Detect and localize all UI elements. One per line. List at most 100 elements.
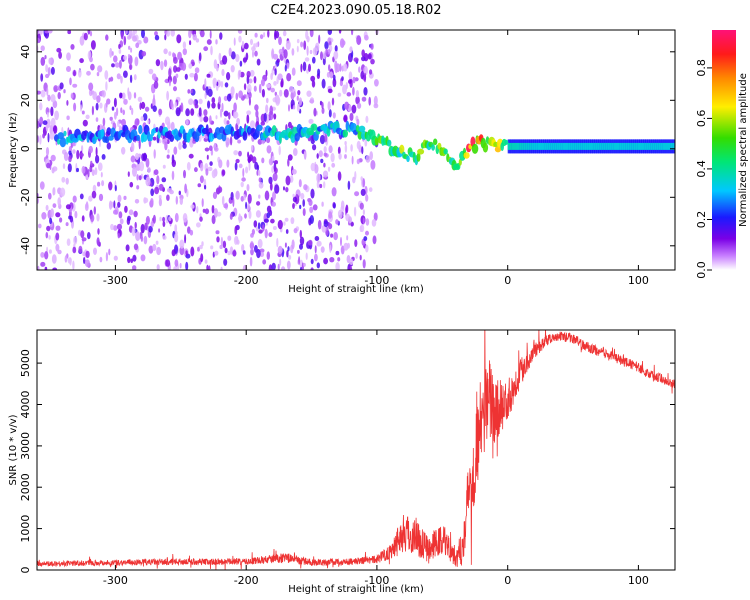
spectrogram-cell <box>268 264 273 270</box>
snr-frame <box>36 329 676 571</box>
spectrogram-cell <box>141 153 145 162</box>
spectrogram-cell <box>317 173 320 182</box>
spectrogram-cell <box>236 239 240 245</box>
spectrogram-cell <box>248 161 251 171</box>
spectrogram-cell <box>527 142 531 150</box>
spectrogram-cell <box>137 96 143 103</box>
spectrogram-cell <box>342 129 348 138</box>
spectrogram-cell <box>90 40 96 50</box>
spectrogram-cell <box>371 219 377 227</box>
spectrogram-cell <box>133 210 138 218</box>
spectrogram-cell <box>243 42 249 50</box>
spectrogram-cell <box>42 133 45 139</box>
spectrogram-cell <box>199 216 203 222</box>
spectrogram-cell <box>216 211 222 217</box>
spectrogram-cell <box>108 248 111 256</box>
spectrogram-cell <box>150 198 154 206</box>
spectrogram-cell <box>593 142 597 150</box>
spectrogram-cell <box>570 142 574 150</box>
spectrogram-cell <box>116 120 120 128</box>
spectrogram-cell <box>158 108 163 116</box>
figure-title: C2E4.2023.090.05.18.R02 <box>270 3 441 18</box>
spectrogram-cell <box>672 142 675 150</box>
spectrogram-cell <box>263 32 266 38</box>
spectrogram-cell <box>148 245 154 254</box>
spectrogram-cell <box>269 105 274 116</box>
spectrogram-cell <box>132 265 137 270</box>
spectrogram-cell <box>363 72 367 83</box>
spectrogram-cell <box>623 142 627 150</box>
spectrogram-cell <box>94 167 98 176</box>
spectrogram-cell <box>625 142 629 150</box>
spectrogram-cell <box>158 228 161 233</box>
spectrogram-cell <box>258 182 264 189</box>
spectrogram-cell <box>365 218 370 226</box>
spectrogram-cell <box>363 65 368 76</box>
spectrogram-cell <box>207 100 211 109</box>
spectrogram-cell <box>206 264 209 270</box>
spectrogram-cell <box>321 107 325 114</box>
spectrogram-cell <box>306 90 312 97</box>
spectrogram-cell <box>134 56 139 67</box>
spectrogram-cell <box>127 54 131 58</box>
spectrogram-cell <box>627 142 631 150</box>
spectrogram-cell <box>242 57 248 63</box>
spectrogram-cell <box>42 120 48 126</box>
spectrogram-cell <box>171 159 176 168</box>
spectrogram-cell <box>109 47 113 58</box>
spectrogram-cell <box>143 36 149 44</box>
spectrogram-cell <box>57 249 62 255</box>
spectrogram-cell <box>178 141 182 150</box>
spectrogram-cell <box>196 222 201 228</box>
spectrogram-cell <box>274 167 278 174</box>
spectrogram-cell <box>416 152 421 162</box>
spectrogram-cell <box>105 252 108 262</box>
x-tick-label: -100 <box>364 274 389 287</box>
spectrogram-cell <box>274 30 277 41</box>
spectrogram-cell <box>195 38 200 43</box>
spectrogram-cell <box>88 195 93 202</box>
spectrogram-cell <box>164 116 171 126</box>
spectrogram-cell <box>330 233 334 238</box>
spectrogram-cell <box>52 267 58 270</box>
spectrogram-cell <box>152 105 157 112</box>
spectrogram-cell <box>244 213 247 219</box>
spectrogram-cell <box>276 97 281 105</box>
spectrogram-cell <box>171 170 175 181</box>
spectrogram-cell <box>308 63 311 72</box>
spectrogram-cell <box>225 137 230 146</box>
spectrogram-cell <box>222 240 227 249</box>
spectrogram-cell <box>108 77 111 83</box>
spectrogram-cell <box>142 113 148 121</box>
spectrogram-cell <box>277 263 280 270</box>
spectrogram-cell <box>292 196 298 203</box>
spectrogram-cell <box>318 34 321 44</box>
spectrogram-cell <box>70 44 75 50</box>
spectrogram-cell <box>79 152 84 157</box>
spectrogram-cell <box>611 142 615 150</box>
spectrogram-cell <box>291 48 295 56</box>
spectrogram-cell <box>256 164 260 171</box>
spectrogram-cell <box>300 63 303 73</box>
spectrogram-cell <box>258 177 262 183</box>
spectrogram-cell <box>81 110 85 115</box>
spectrogram-cell <box>57 92 61 100</box>
spectrogram-cell <box>269 182 273 191</box>
spectrogram-cell <box>284 64 287 72</box>
spectrogram-cell <box>310 162 316 172</box>
y-tick-label: 5000 <box>19 349 32 377</box>
spectrogram-cell <box>238 90 244 99</box>
spectrogram-cell <box>309 130 315 136</box>
spectrogram-cell <box>199 244 203 250</box>
spectrogram-cell <box>670 142 674 150</box>
spectrogram-cell <box>204 184 207 190</box>
spectrogram-cell <box>190 89 193 94</box>
spectrogram-cell <box>68 155 72 163</box>
spectrogram-cell <box>246 184 250 192</box>
spectrogram-cell <box>668 142 672 150</box>
spectrogram-cell <box>218 186 223 193</box>
spectrogram-cell <box>45 73 50 79</box>
spectrogram-cell <box>201 241 204 247</box>
spectrogram-cell <box>66 115 70 121</box>
spectrogram-cell <box>615 142 619 150</box>
